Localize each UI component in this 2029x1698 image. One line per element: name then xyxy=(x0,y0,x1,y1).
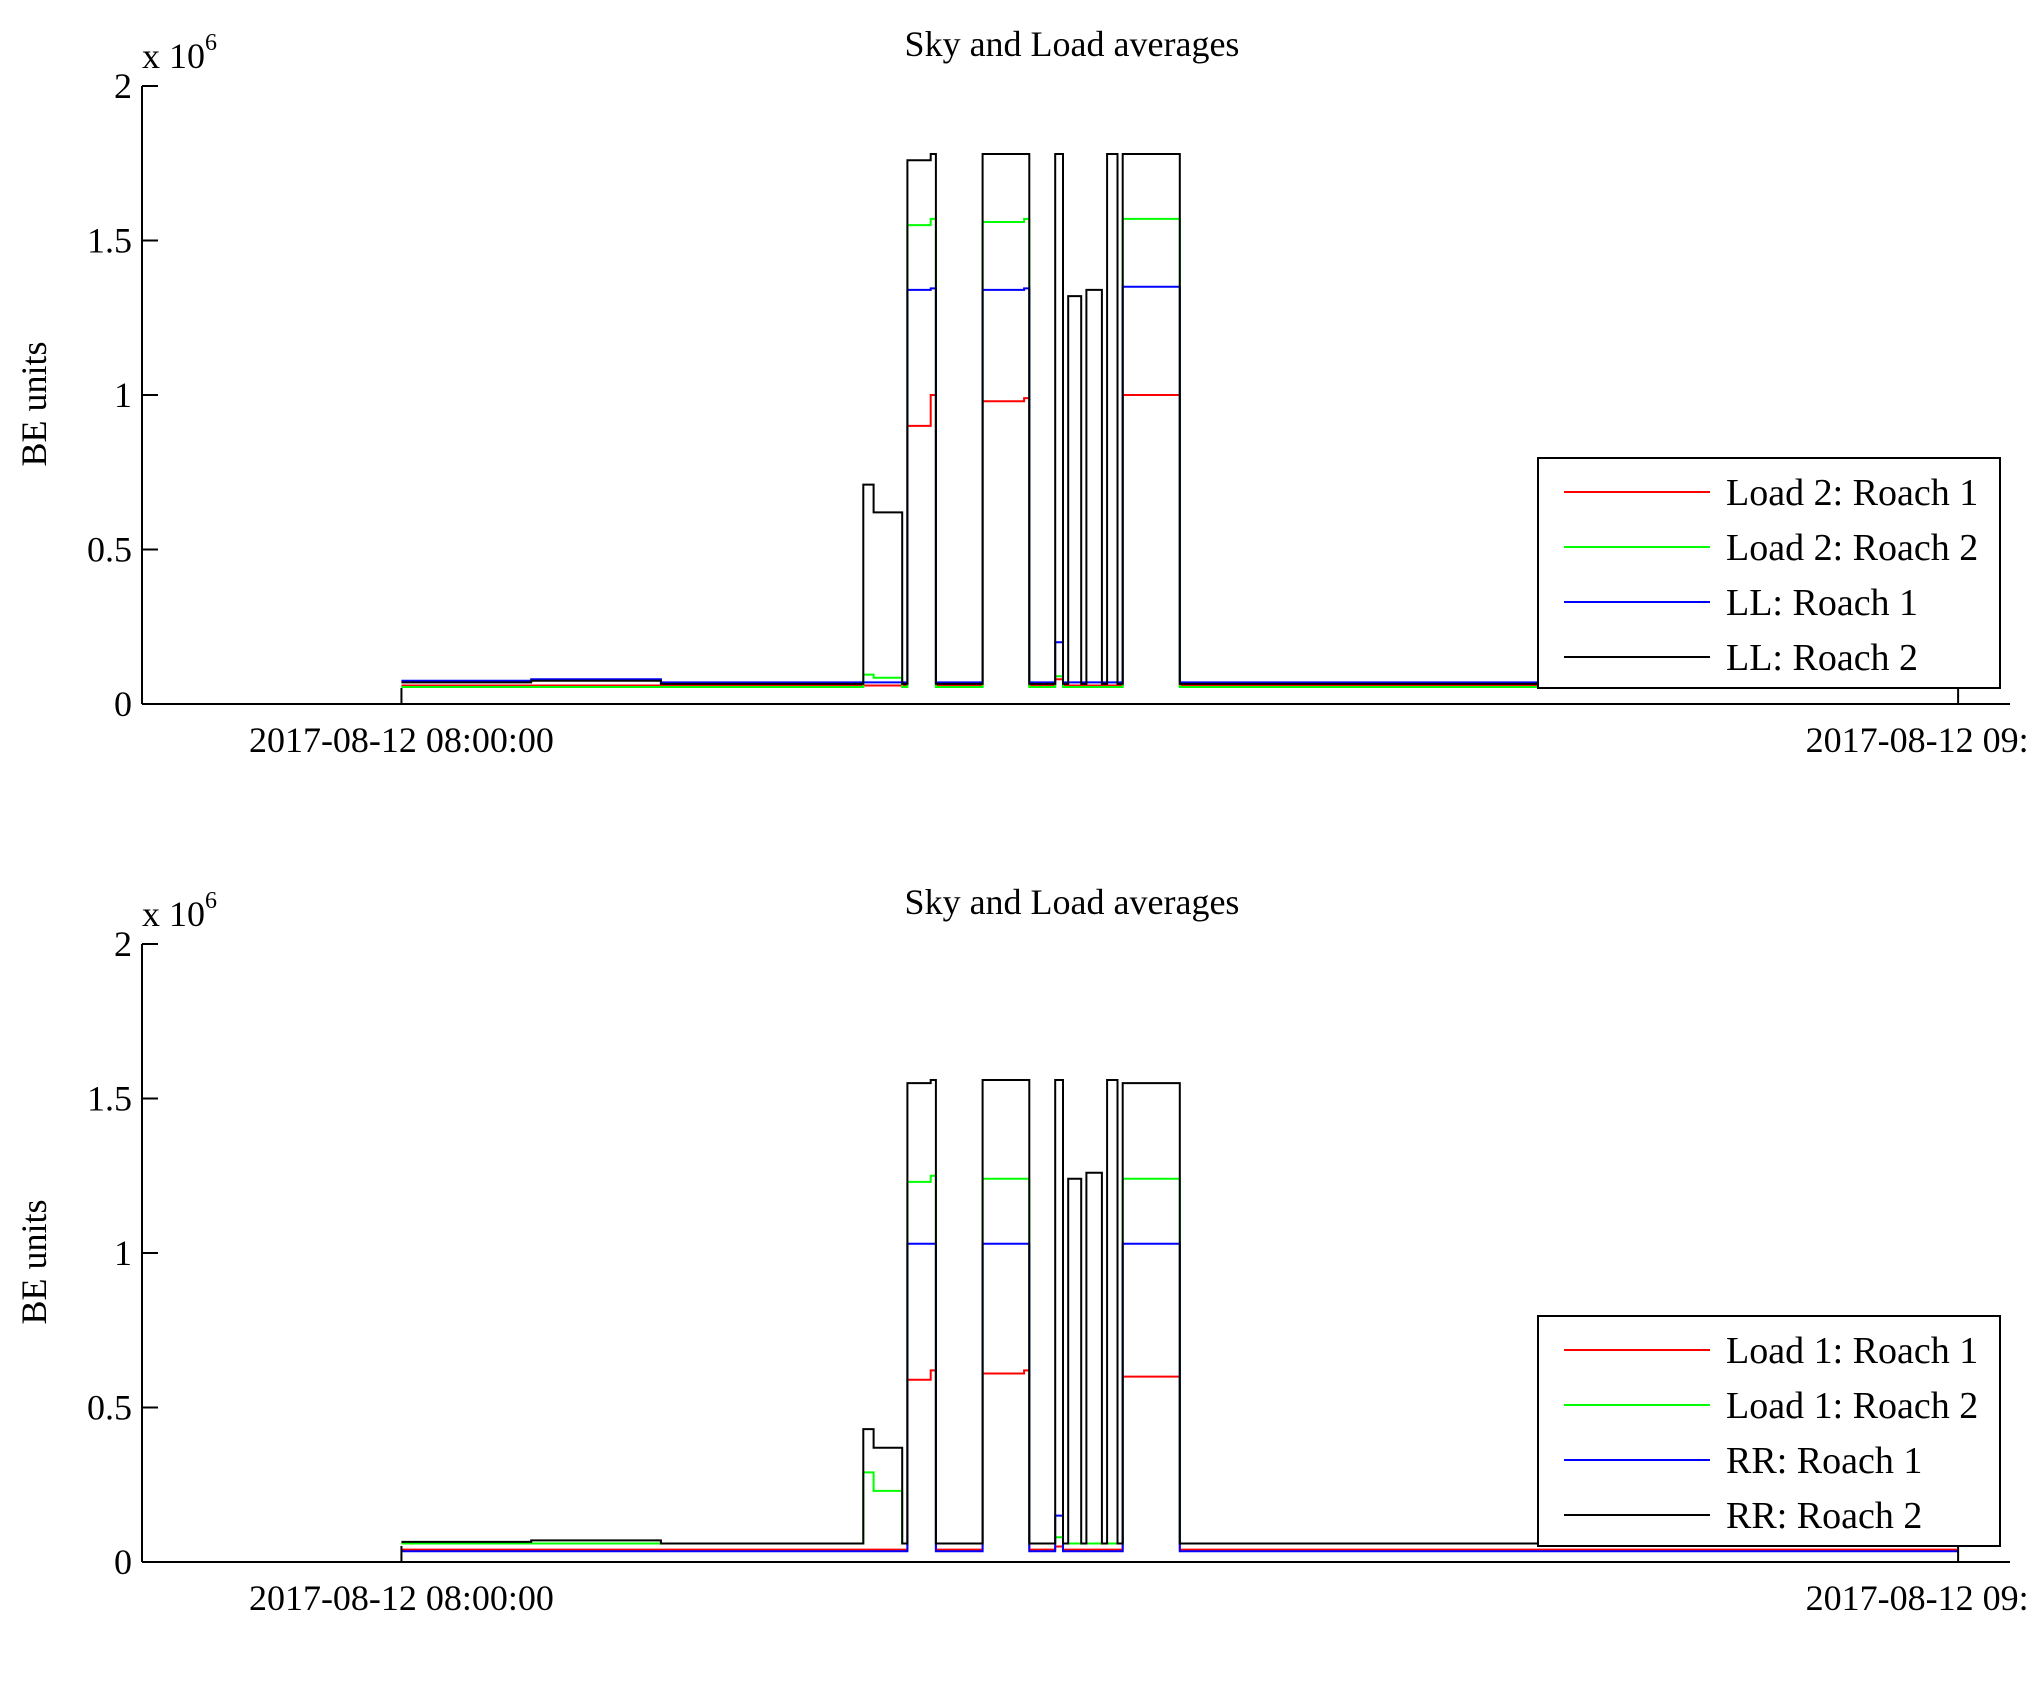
chart-panel-bottom: Sky and Load averages BE units x 106 0 0.… xyxy=(0,858,2029,1698)
legend-box xyxy=(1537,457,2001,689)
chart-title: Sky and Load averages xyxy=(905,24,1240,64)
legend-box xyxy=(1537,1315,2001,1547)
y-axis-label: BE units xyxy=(14,1199,54,1324)
legend-label: Load 1: Roach 1 xyxy=(1726,1330,1978,1372)
y-tick-label: 0 xyxy=(114,684,132,724)
line-chart-bottom: Sky and Load averages BE units x 106 0 0.… xyxy=(14,882,2029,1618)
y-tick-label: 2 xyxy=(114,924,132,964)
y-tick-label: 1 xyxy=(114,1233,132,1273)
line-chart-top: Sky and Load averages BE units x 106 0 0.… xyxy=(14,24,2029,760)
legend-label: RR: Roach 2 xyxy=(1726,1495,1922,1537)
series-line-rr-roach-2 xyxy=(401,1079,1959,1545)
legend-label: LL: Roach 1 xyxy=(1726,582,1918,624)
legend-label: RR: Roach 1 xyxy=(1726,1440,1922,1482)
chart-panel-top: Sky and Load averages BE units x 106 0 0.… xyxy=(0,0,2029,840)
y-tick-label: 0 xyxy=(114,1542,132,1582)
x-tick-label: 2017-08-12 08:00:00 xyxy=(249,720,554,760)
y-tick-label: 0.5 xyxy=(87,530,132,570)
y-tick-label: 1.5 xyxy=(87,221,132,261)
x-tick-label: 2017-08-12 08:00:00 xyxy=(249,1578,554,1618)
y-tick-label: 1 xyxy=(114,375,132,415)
y-tick-label: 0.5 xyxy=(87,1388,132,1428)
y-axis-multiplier: x 106 xyxy=(142,30,217,76)
series-line-ll-roach-2 xyxy=(401,153,1959,685)
y-tick-label: 1.5 xyxy=(87,1079,132,1119)
y-tick-label: 2 xyxy=(114,66,132,106)
chart-title: Sky and Load averages xyxy=(905,882,1240,922)
legend-label: Load 2: Roach 1 xyxy=(1726,472,1978,514)
legend-label: LL: Roach 2 xyxy=(1726,637,1918,679)
x-tick-label: 2017-08-12 09:00:00 xyxy=(1806,1578,2029,1618)
legend-label: Load 1: Roach 2 xyxy=(1726,1385,1978,1427)
x-tick-label: 2017-08-12 09:00:00 xyxy=(1806,720,2029,760)
y-axis-multiplier: x 106 xyxy=(142,888,217,934)
y-axis-label: BE units xyxy=(14,341,54,466)
legend-label: Load 2: Roach 2 xyxy=(1726,527,1978,569)
